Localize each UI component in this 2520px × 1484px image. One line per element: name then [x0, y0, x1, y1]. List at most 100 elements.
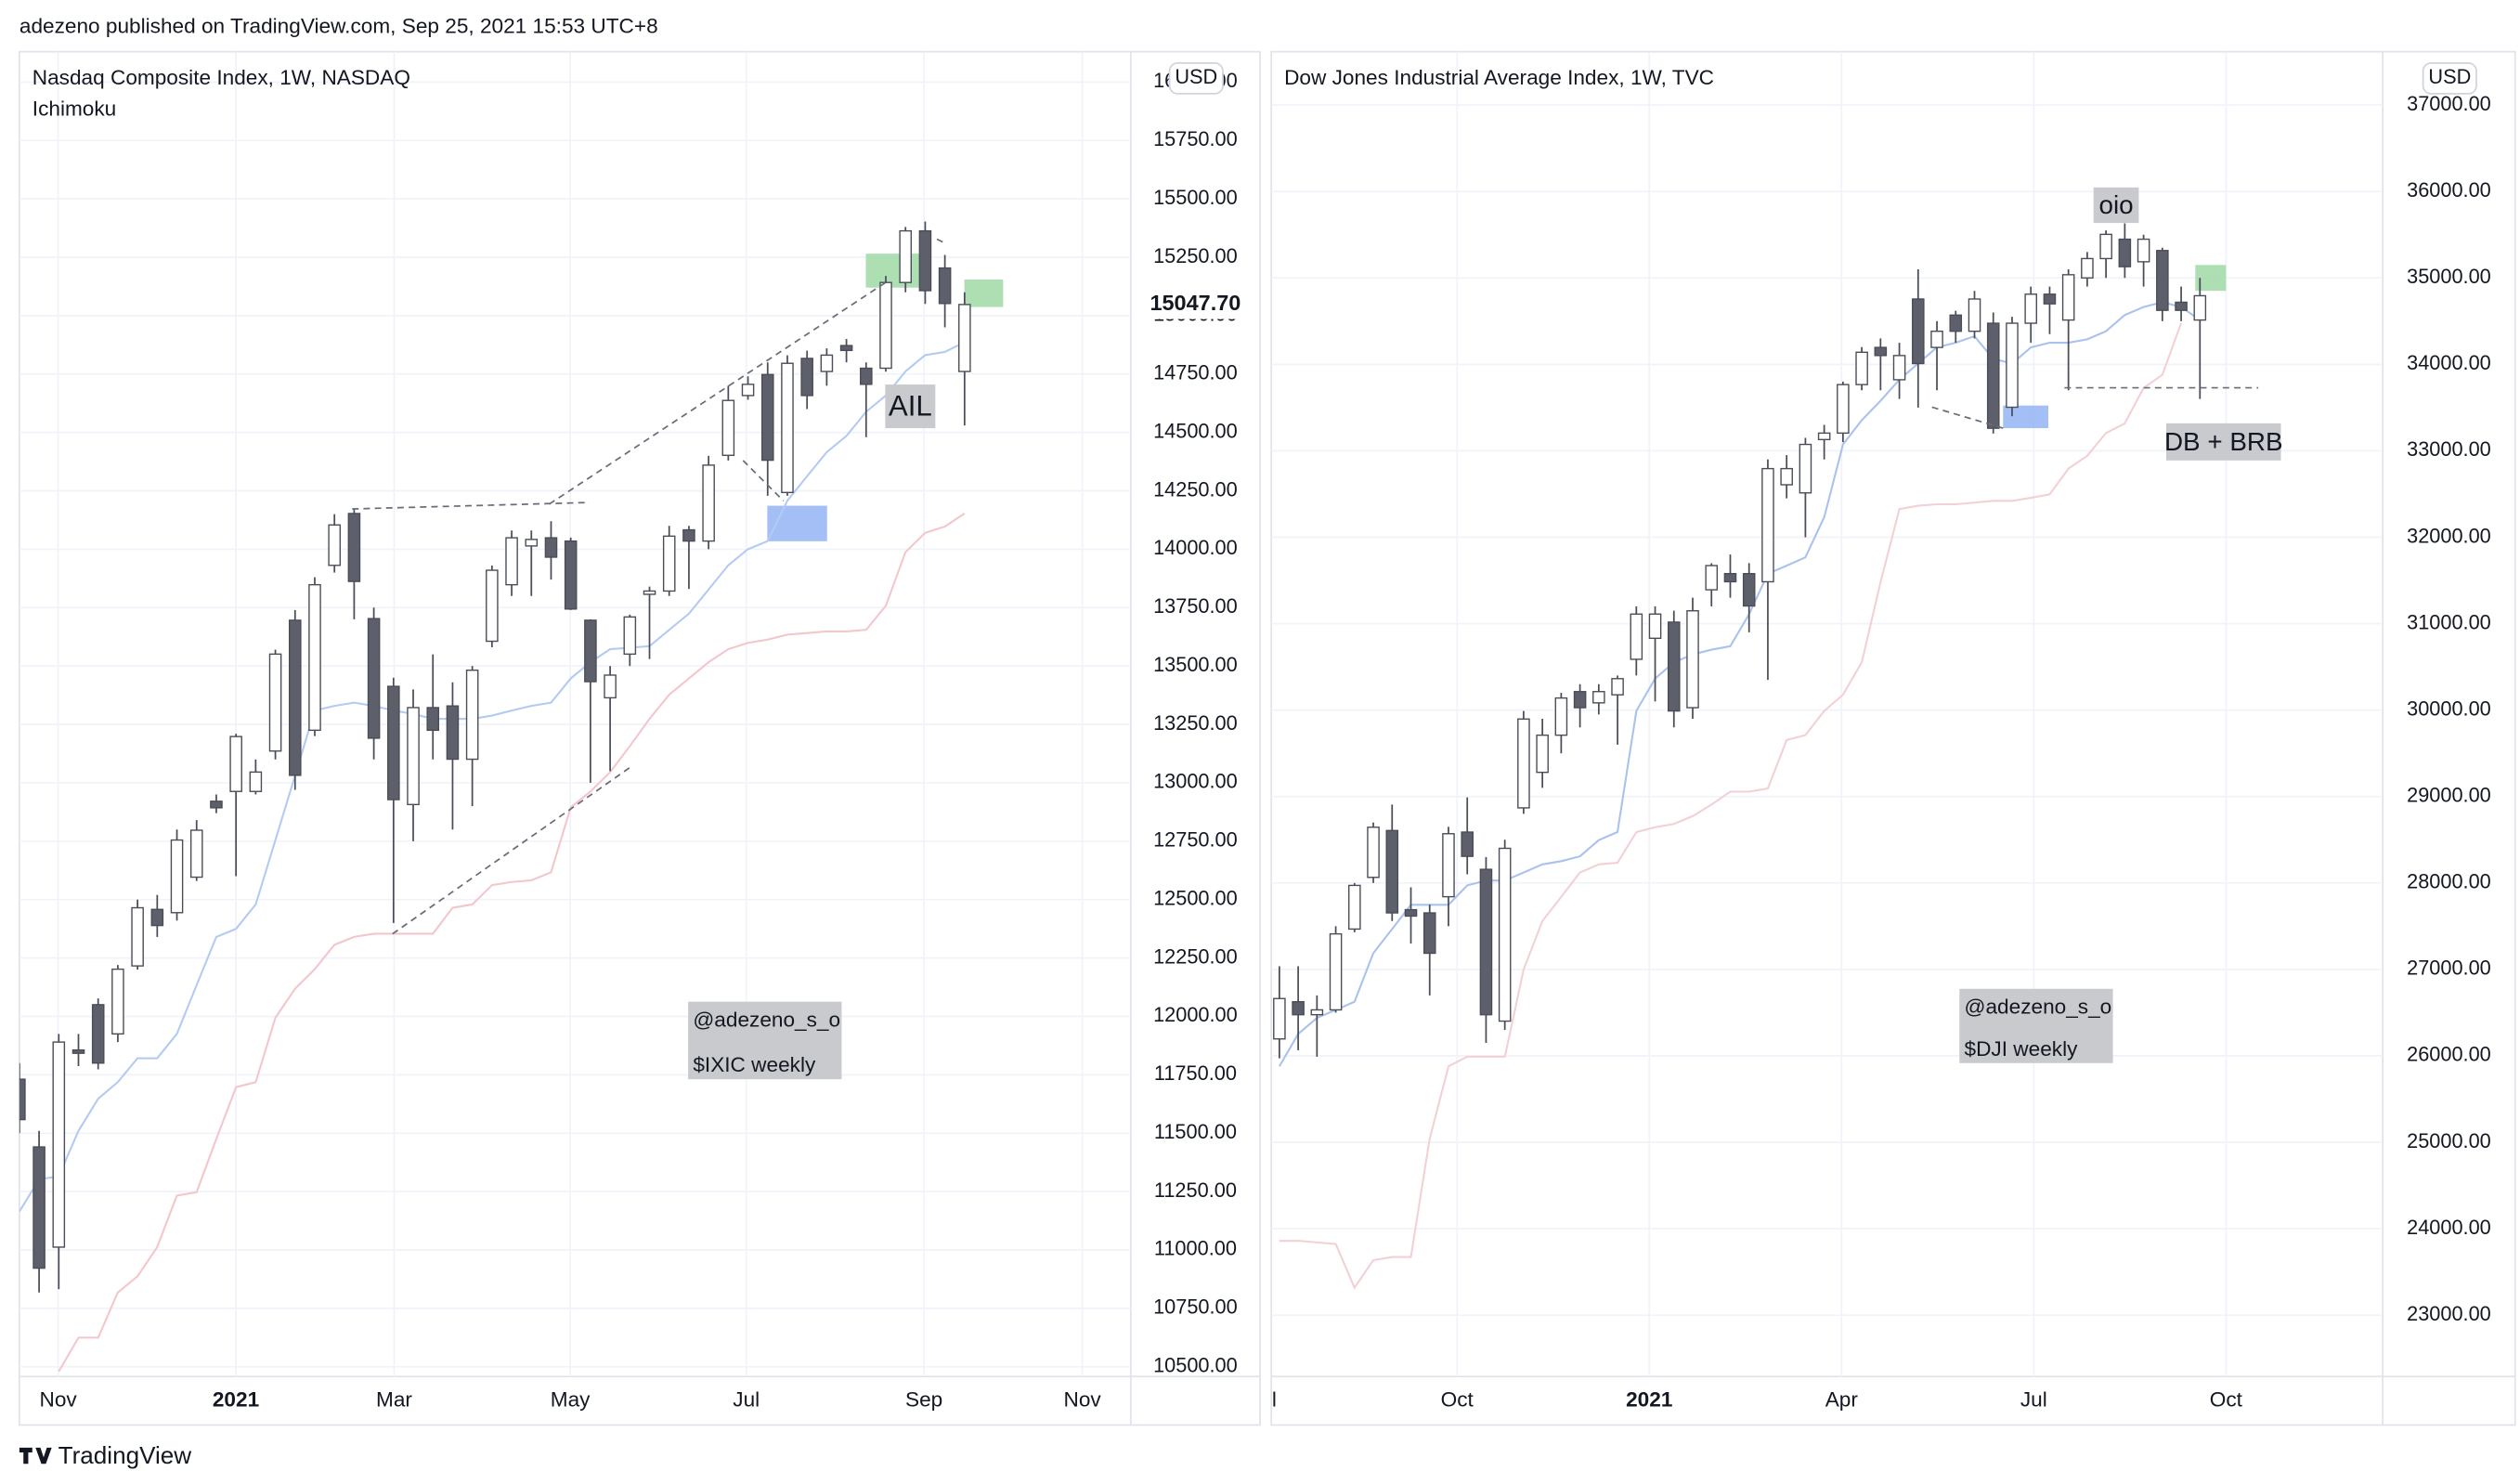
- candle-body: [249, 771, 263, 792]
- candle-body: [525, 539, 539, 547]
- logo-mark: [19, 1447, 52, 1464]
- candle-body: [210, 801, 223, 809]
- y-tick-label: 15250.00: [1153, 244, 1238, 267]
- currency-badge: [2422, 62, 2477, 95]
- candle-body: [1461, 831, 1474, 857]
- annotation-label: DB + BRB: [2164, 427, 2283, 456]
- annotation-label-box: [2093, 187, 2139, 224]
- annotation-label: oio: [2098, 190, 2133, 219]
- candle-body: [682, 528, 695, 542]
- candle-body: [1968, 298, 1981, 332]
- x-axis: Nov 2021 Mar May Jul Sep Nov: [40, 1387, 1102, 1411]
- candle-body: [407, 707, 420, 806]
- y-tick-label: 37000.00: [2407, 92, 2491, 115]
- candle-body: [860, 367, 873, 385]
- candle-body: [1536, 734, 1549, 774]
- publish-header: adezeno published on TradingView.com, Se…: [19, 15, 658, 38]
- candle-body: [1554, 696, 1568, 736]
- y-tick-label: 30000.00: [2407, 696, 2491, 720]
- watermark-text: @adezeno_s_o: [693, 1009, 840, 1032]
- candle-body: [1742, 572, 1756, 607]
- y-tick-label: 27000.00: [2407, 957, 2491, 980]
- candle-body: [2099, 233, 2112, 260]
- y-tick-label: 11500.00: [1154, 1120, 1237, 1143]
- candle-body: [1686, 610, 1699, 709]
- candle-body: [52, 1041, 66, 1248]
- y-tick-label: 34000.00: [2407, 351, 2491, 374]
- candle-body: [328, 524, 341, 566]
- candle-body: [268, 653, 282, 752]
- candle-body: [1630, 613, 1643, 660]
- watermark-box: [688, 1001, 842, 1080]
- y-tick-label: 15500.00: [1153, 186, 1238, 209]
- candle-body: [71, 1048, 85, 1054]
- y-tick-label: 25000.00: [2407, 1129, 2491, 1152]
- y-tick-label: 13250.00: [1153, 711, 1238, 735]
- x-tick-label: Oct: [2210, 1387, 2243, 1411]
- annotation-label-box: [885, 384, 936, 429]
- candle-body: [2137, 238, 2150, 263]
- candle-body: [288, 619, 302, 776]
- candle-body: [1442, 833, 1455, 898]
- y-tick-label: 33000.00: [2407, 437, 2491, 461]
- candle-body: [2118, 238, 2132, 267]
- x-tick-label: Nov: [40, 1387, 78, 1411]
- last-price-box: [1134, 290, 1257, 319]
- y-tick-label: 12500.00: [1153, 886, 1238, 909]
- candle-body: [505, 537, 518, 586]
- candle-body: [1367, 827, 1380, 879]
- candle-body: [604, 674, 617, 699]
- x-axis: Jul Oct 2021 Apr Jul Oct: [1271, 1387, 2243, 1411]
- x-tick-label: May: [551, 1387, 591, 1411]
- x-tick-label: 2021: [213, 1387, 259, 1411]
- y-tick-label: 28000.00: [2407, 870, 2491, 893]
- indicator-name: Ichimoku: [32, 97, 116, 120]
- candle-body: [643, 590, 656, 595]
- candle-body: [1273, 997, 1286, 1040]
- candle-body: [1874, 346, 1888, 357]
- y-tick-label: 29000.00: [2407, 783, 2491, 806]
- annotation-box: [2003, 405, 2048, 429]
- indicator-line: [1278, 301, 2201, 1067]
- candle-body: [1404, 908, 1418, 918]
- y-tick-label: 11750.00: [1154, 1061, 1237, 1085]
- y-tick-label: 23000.00: [2407, 1302, 2491, 1325]
- last-price-label: 15047.70: [1150, 291, 1241, 315]
- grid: [1271, 51, 2384, 1377]
- y-tick-label: 12750.00: [1153, 828, 1238, 852]
- candle-body: [918, 229, 932, 292]
- panel-border: [19, 50, 1261, 1426]
- chart-title: Nasdaq Composite Index, 1W, NASDAQ: [32, 66, 410, 89]
- candle-body: [2061, 274, 2075, 321]
- candle-body: [1837, 384, 1850, 435]
- candle-body: [899, 229, 912, 283]
- y-tick-label: 13500.00: [1153, 653, 1238, 676]
- y-tick-label: 11000.00: [1154, 1237, 1237, 1260]
- candle-body: [760, 373, 774, 462]
- candle-body: [1817, 432, 1831, 441]
- candle-body: [2156, 250, 2169, 311]
- y-tick-label: 35000.00: [2407, 265, 2491, 288]
- candle-body: [1611, 678, 1624, 696]
- candle-body: [1705, 565, 1719, 591]
- candle-body: [1329, 932, 1343, 1011]
- candle-body: [800, 358, 813, 397]
- candle-body: [2043, 293, 2057, 305]
- candle-body: [446, 705, 460, 761]
- watermark-box: [1959, 988, 2113, 1063]
- panel-border: [1270, 50, 2516, 1426]
- candle-body: [1422, 912, 1436, 955]
- candle-body: [111, 968, 124, 1035]
- x-tick-label: Nov: [1064, 1387, 1102, 1411]
- candle-body: [781, 362, 794, 493]
- watermark-text: $IXIC weekly: [693, 1053, 816, 1076]
- indicator-line: [58, 513, 966, 1373]
- candle-body: [91, 1004, 105, 1064]
- candle-body: [426, 707, 440, 732]
- candle-body: [1667, 621, 1681, 712]
- candle-body: [1498, 847, 1512, 1022]
- candle-body: [1723, 572, 1737, 583]
- candle-body: [741, 384, 755, 397]
- y-tick-label: 10500.00: [1153, 1353, 1238, 1376]
